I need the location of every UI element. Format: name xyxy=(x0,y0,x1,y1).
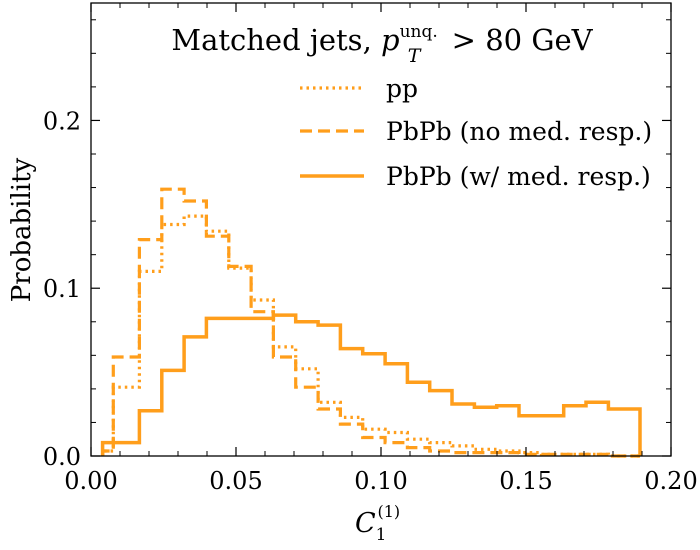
x-tick-label: 0.15 xyxy=(499,467,552,495)
y-tick-label: 0.0 xyxy=(43,443,81,471)
x-axis-label: C1(1) xyxy=(355,502,400,545)
chart-title: Matched jets, punq. T > 80 GeV xyxy=(171,22,593,67)
x-tick-label: 0.00 xyxy=(64,467,117,495)
series-line-1 xyxy=(100,187,640,458)
y-tick-label: 0.2 xyxy=(43,107,81,135)
legend-label-pbpb-no-med: PbPb (no med. resp.) xyxy=(386,117,652,146)
x-tick-label: 0.10 xyxy=(354,467,407,495)
x-tick-label: 0.20 xyxy=(644,467,697,495)
legend-label-pbpb-med: PbPb (w/ med. resp.) xyxy=(386,162,651,191)
series-layer xyxy=(100,187,642,458)
legend-label-pp: pp xyxy=(386,74,418,103)
y-axis-label: Probability xyxy=(7,157,37,302)
plot-frame xyxy=(90,2,672,457)
tick-layer: 0.00 0.05 0.10 0.15 0.20 0.0 0.1 0.2 xyxy=(43,3,698,495)
series-line-2 xyxy=(100,313,642,456)
x-tick-label: 0.05 xyxy=(209,467,262,495)
legend: pp PbPb (no med. resp.) PbPb (w/ med. re… xyxy=(300,74,652,191)
y-tick-label: 0.1 xyxy=(43,275,81,303)
